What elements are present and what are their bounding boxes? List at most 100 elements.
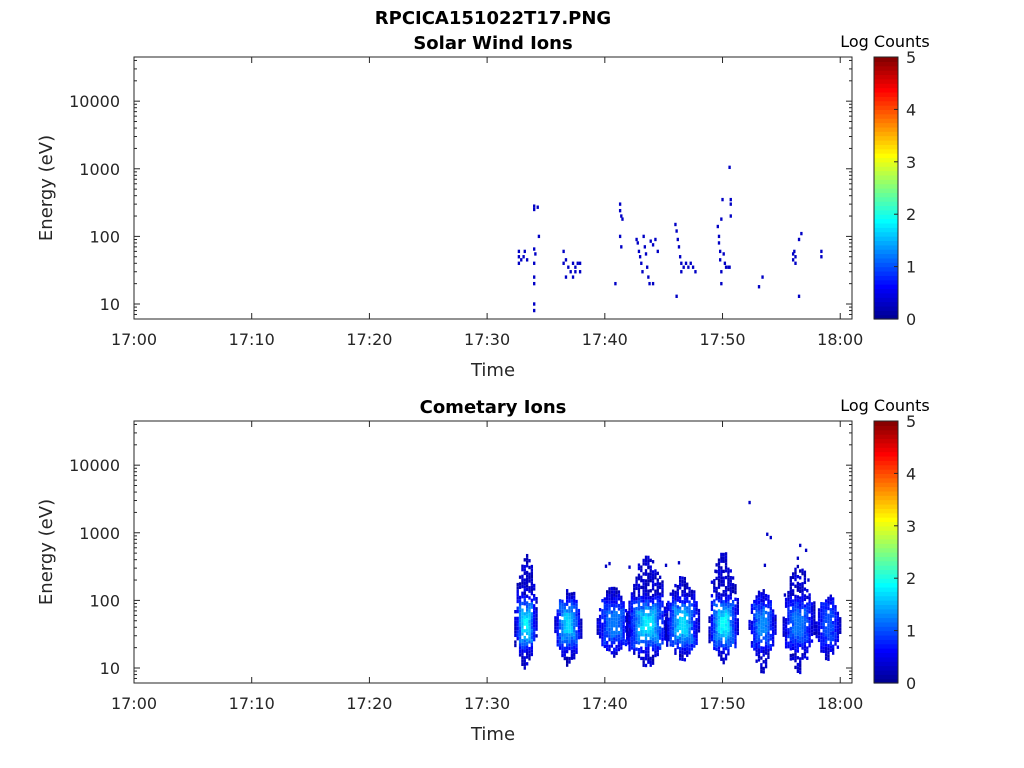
heatmap-cell [667, 627, 670, 632]
heatmap-cell [799, 543, 802, 548]
heatmap-cell [822, 646, 825, 650]
heatmap-cell [769, 535, 772, 540]
colorbar-segment [874, 118, 898, 124]
heatmap-cell [671, 596, 675, 600]
heatmap-cell [806, 646, 809, 650]
heatmap-cell [521, 652, 524, 656]
heatmap-cell [757, 627, 761, 632]
heatmap-cell [727, 631, 730, 636]
heatmap-cell [516, 626, 519, 631]
heatmap-cell [720, 610, 723, 614]
heatmap-cell [686, 596, 689, 600]
heatmap-cell [633, 590, 636, 595]
heatmap-cell [799, 633, 802, 637]
heatmap-cell [575, 630, 578, 634]
heatmap-cell [601, 622, 604, 627]
heatmap-cell [727, 265, 730, 269]
heatmap-cell [797, 237, 801, 242]
heatmap-cell [642, 626, 645, 630]
heatmap-cell [708, 616, 711, 620]
heatmap-cell [651, 580, 655, 584]
heatmap-cell [678, 599, 682, 604]
heatmap-cell [791, 629, 795, 634]
heatmap-cell [661, 600, 664, 605]
heatmap-cell [718, 249, 722, 254]
heatmap-cell [530, 649, 534, 653]
heatmap-cell [688, 624, 691, 628]
heatmap-cell [530, 581, 534, 586]
heatmap-cell [834, 632, 837, 636]
heatmap-cell [803, 573, 807, 578]
heatmap-cell [556, 636, 559, 640]
heatmap-cell [568, 660, 571, 664]
heatmap-cell [801, 598, 804, 603]
heatmap-cell [729, 633, 732, 637]
heatmap-cell [784, 645, 788, 649]
x-tick-label: 17:20 [346, 330, 392, 349]
heatmap-cell [722, 650, 725, 655]
heatmap-cell [651, 570, 655, 574]
heatmap-cell [626, 636, 629, 640]
heatmap-cell [647, 589, 650, 593]
heatmap-cell [528, 653, 531, 658]
heatmap-cell [731, 610, 735, 614]
heatmap-cell [613, 607, 616, 611]
heatmap-cell [724, 599, 728, 603]
heatmap-cell [514, 609, 517, 614]
heatmap-cell [690, 633, 694, 638]
heatmap-cell [774, 624, 777, 629]
heatmap-cell [658, 585, 662, 590]
heatmap-cell [695, 641, 698, 646]
colorbar-segment [874, 275, 898, 281]
heatmap-cell [715, 586, 718, 591]
heatmap-cell [715, 610, 718, 614]
heatmap-cometary [514, 500, 842, 675]
heatmap-cell [642, 562, 645, 566]
heatmap-cell [630, 639, 634, 643]
heatmap-cell [720, 657, 723, 661]
heatmap-cell [606, 590, 609, 594]
heatmap-cell [656, 635, 659, 640]
heatmap-cell [824, 650, 828, 654]
heatmap-cell [643, 245, 647, 249]
heatmap-cell [558, 605, 562, 610]
heatmap-cell [530, 588, 534, 592]
heatmap-cell [827, 637, 830, 641]
heatmap-cell [803, 580, 807, 585]
heatmap-cell [577, 619, 581, 623]
heatmap-cell [651, 560, 655, 564]
heatmap-cell [753, 643, 756, 648]
heatmap-cell [575, 623, 578, 627]
heatmap-cell [617, 590, 621, 594]
colorbar-segment [874, 161, 898, 167]
heatmap-cell [822, 609, 825, 613]
colorbar-label-cometary: Log Counts [840, 396, 930, 415]
heatmap-cell [803, 638, 807, 642]
heatmap-cell [647, 613, 650, 617]
heatmap-cell [561, 647, 564, 651]
heatmap-cell [525, 624, 529, 629]
heatmap-cell [601, 639, 604, 643]
heatmap-cell [575, 613, 578, 617]
heatmap-cell [715, 603, 718, 608]
heatmap-cell [755, 612, 758, 616]
heatmap-cell [799, 606, 802, 610]
x-tick-label: 17:00 [111, 330, 157, 349]
heatmap-cell [676, 588, 679, 592]
heatmap-cell [626, 632, 629, 637]
heatmap-cell [608, 610, 611, 615]
heatmap-cell [764, 631, 768, 635]
heatmap-cell [654, 640, 657, 644]
heatmap-cell [530, 602, 534, 606]
heatmap-cell [717, 234, 721, 239]
heatmap-cell [633, 627, 636, 632]
heatmap-cell [525, 557, 529, 561]
heatmap-cell [796, 649, 800, 653]
y-tick-label: 10 [100, 659, 120, 678]
colorbar-segment [874, 257, 898, 263]
heatmap-cell [649, 663, 652, 667]
heatmap-cell [530, 605, 534, 609]
heatmap-cell [688, 634, 691, 638]
heatmap-cell [521, 611, 524, 616]
heatmap-cell [651, 243, 655, 247]
